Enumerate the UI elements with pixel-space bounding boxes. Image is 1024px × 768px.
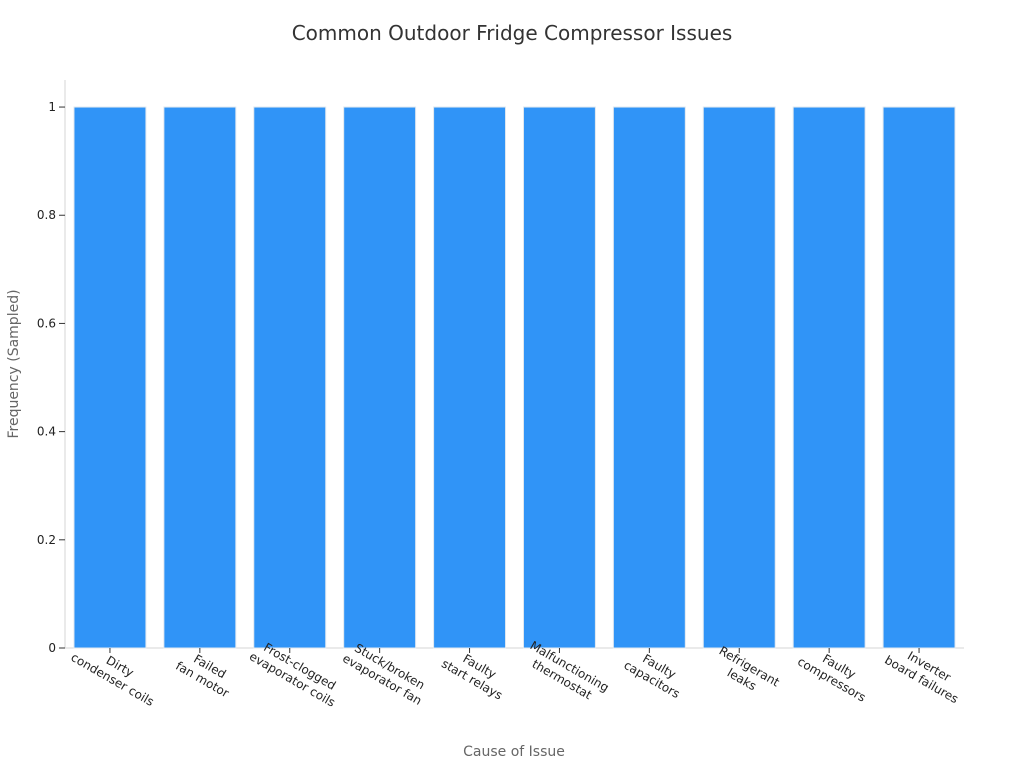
bar-6 <box>522 106 596 649</box>
y-tick-label: 0 <box>48 641 56 655</box>
chart-title: Common Outdoor Fridge Compressor Issues <box>292 21 733 45</box>
bar-series <box>73 106 956 649</box>
bar-4 <box>343 106 417 649</box>
bar-5 <box>433 106 507 649</box>
y-axis-ticks: 0 0.2 0.4 0.6 0.8 1 <box>37 100 65 655</box>
x-tick-label: Faultystart relays <box>439 644 512 703</box>
bar-7 <box>612 106 686 649</box>
bar-10 <box>882 106 956 649</box>
y-tick-label: 0.8 <box>37 208 56 222</box>
y-tick-label: 0.4 <box>37 425 56 439</box>
y-tick-label: 0.6 <box>37 316 56 330</box>
y-tick-label: 0.2 <box>37 533 56 547</box>
plot-area: 00.20.40.60.81 Dirtycondenser coils Faile… <box>37 80 968 710</box>
x-tick-label: Failedfan motor <box>173 646 239 701</box>
bar-3 <box>253 106 327 649</box>
x-tick-label: Inverterboard failures <box>882 640 968 706</box>
x-tick-label: Malfunctioningthermostat <box>520 638 611 707</box>
bar-8 <box>702 106 776 649</box>
bar-9 <box>792 106 866 649</box>
y-tick-label: 1 <box>48 100 56 114</box>
bar-1 <box>73 106 147 649</box>
x-axis-title: Cause of Issue <box>463 744 565 760</box>
x-tick-label: Refrigerantleaks <box>709 644 782 703</box>
x-tick-label: Faultycompressors <box>795 641 876 704</box>
x-tick-label: Stuck/brokenevaporator fan <box>340 638 432 708</box>
bar-2 <box>163 106 237 649</box>
y-axis-title: Frequency (Sampled) <box>6 289 22 438</box>
x-tick-label: Faultycapacitors <box>621 645 689 701</box>
